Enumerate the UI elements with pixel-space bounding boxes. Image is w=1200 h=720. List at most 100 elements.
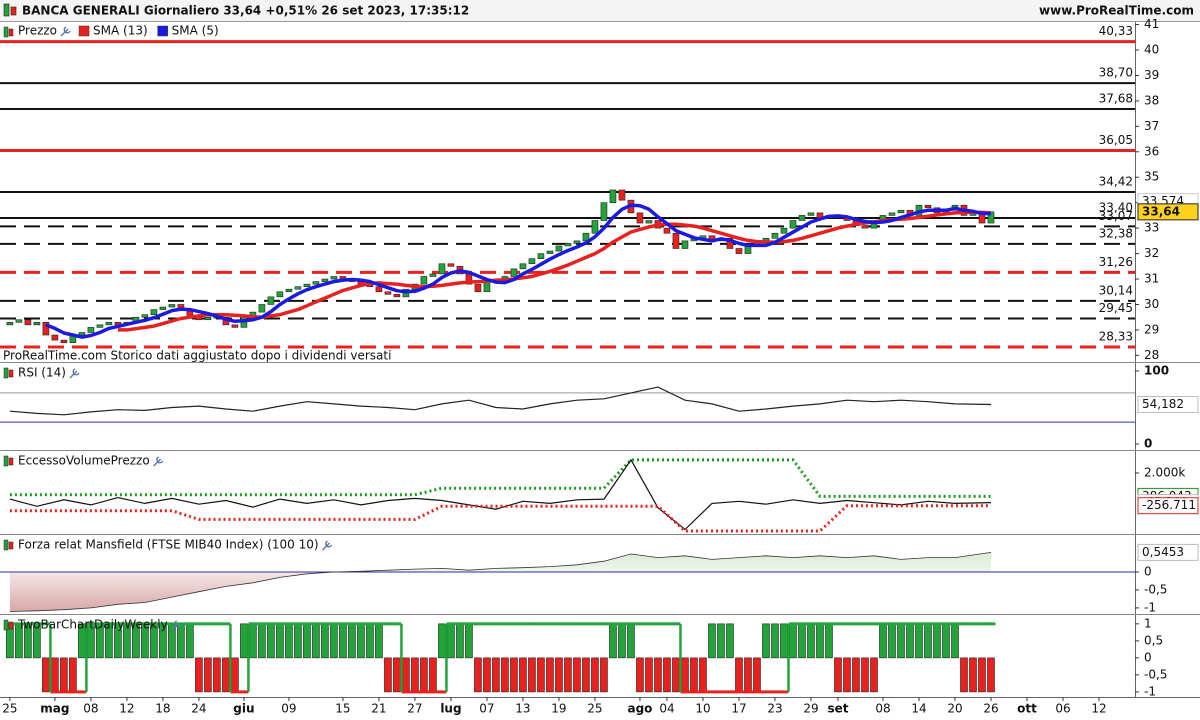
level-label: 36,05 [1099, 133, 1133, 147]
y-tick-label: 35 [1144, 170, 1159, 184]
panel-title-icon [8, 369, 14, 378]
candle [798, 215, 806, 221]
legend-icon [3, 26, 9, 38]
settings-icon [322, 540, 333, 551]
x-tick-label: 07 [479, 702, 494, 716]
bar [654, 657, 662, 693]
y-tick-label: 39 [1144, 68, 1159, 82]
x-tick-label: giu [233, 702, 254, 716]
bar [213, 657, 221, 693]
level-label: 32,38 [1099, 226, 1133, 240]
header-icon [3, 3, 10, 17]
y-tick-label: 37 [1144, 119, 1159, 133]
candle [87, 327, 95, 333]
bar [195, 657, 203, 693]
bar [933, 623, 941, 659]
bar [618, 623, 626, 659]
bar [231, 657, 239, 693]
bar [987, 657, 995, 693]
y-tick-label: 0 [1144, 564, 1152, 578]
bar [726, 623, 734, 659]
x-tick-label: mag [40, 702, 69, 716]
bar [528, 657, 536, 693]
candle [735, 248, 743, 254]
level-label: 33,07 [1099, 209, 1133, 223]
header-title: BANCA GENERALI Giornaliero 33,64 +0,51% … [22, 4, 469, 18]
level-label: 30,14 [1099, 283, 1133, 297]
bar [924, 623, 932, 659]
candle [24, 319, 32, 326]
bar [663, 657, 671, 693]
level-label: 31,26 [1099, 255, 1133, 269]
bar [735, 657, 743, 693]
bar [330, 623, 338, 659]
y-tick-label: 40 [1144, 42, 1159, 56]
candle [159, 306, 167, 310]
candle [555, 245, 563, 252]
candle [438, 263, 446, 275]
bar [474, 657, 482, 693]
legend-label: Prezzo [18, 24, 57, 38]
value-tag-box [1137, 497, 1199, 515]
y-tick-label: 29 [1144, 322, 1159, 336]
bar [294, 623, 302, 659]
candle [393, 294, 401, 298]
candle [600, 202, 608, 221]
bar [366, 623, 374, 659]
candle [285, 288, 293, 293]
candle [609, 189, 617, 203]
x-tick-label: 09 [281, 702, 296, 716]
x-tick-label: 18 [155, 702, 170, 716]
bar [888, 623, 896, 659]
y-tick-label: 36 [1144, 144, 1159, 158]
bar [411, 657, 419, 693]
bar [303, 623, 311, 659]
bar [438, 623, 446, 659]
bar [510, 657, 518, 693]
bar [672, 657, 680, 693]
bar [591, 657, 599, 693]
bar [456, 623, 464, 659]
candle [861, 225, 869, 229]
candle [564, 243, 572, 247]
bar [879, 623, 887, 659]
candle [150, 309, 158, 315]
candle [519, 263, 527, 270]
candle [321, 278, 329, 282]
bar [483, 657, 491, 693]
bar [744, 657, 752, 693]
bar [708, 623, 716, 659]
candle [51, 334, 59, 341]
panel-title-icon [3, 367, 9, 379]
panel-title-icon [8, 457, 14, 466]
legend-swatch [157, 25, 168, 37]
x-tick-label: 20 [947, 702, 962, 716]
bar [834, 657, 842, 693]
value-tag: 54,182 [1142, 397, 1184, 411]
level-label: 33,40 [1099, 200, 1133, 214]
bar [393, 657, 401, 693]
candle [636, 212, 644, 224]
bar [267, 623, 275, 659]
header-site: www.ProRealTime.com [1039, 4, 1194, 18]
bar [537, 657, 545, 693]
candle [276, 291, 284, 298]
x-tick-label: 17 [731, 702, 746, 716]
candle [537, 253, 545, 259]
candle [510, 268, 518, 277]
y-tick-label: 38 [1144, 93, 1159, 107]
bar [582, 657, 590, 693]
x-tick-label: set [827, 702, 848, 716]
candle [33, 321, 41, 326]
candle [15, 319, 23, 323]
panel-title-icon [3, 539, 9, 551]
settings-icon [153, 456, 164, 467]
panel-title-icon [8, 541, 14, 550]
value-tag: 0,5453 [1142, 545, 1184, 559]
candle [789, 220, 797, 229]
candle [105, 321, 113, 326]
candle [312, 281, 320, 285]
y-tick-label: -0,5 [1144, 582, 1167, 596]
bar [636, 657, 644, 693]
candle [726, 238, 734, 249]
